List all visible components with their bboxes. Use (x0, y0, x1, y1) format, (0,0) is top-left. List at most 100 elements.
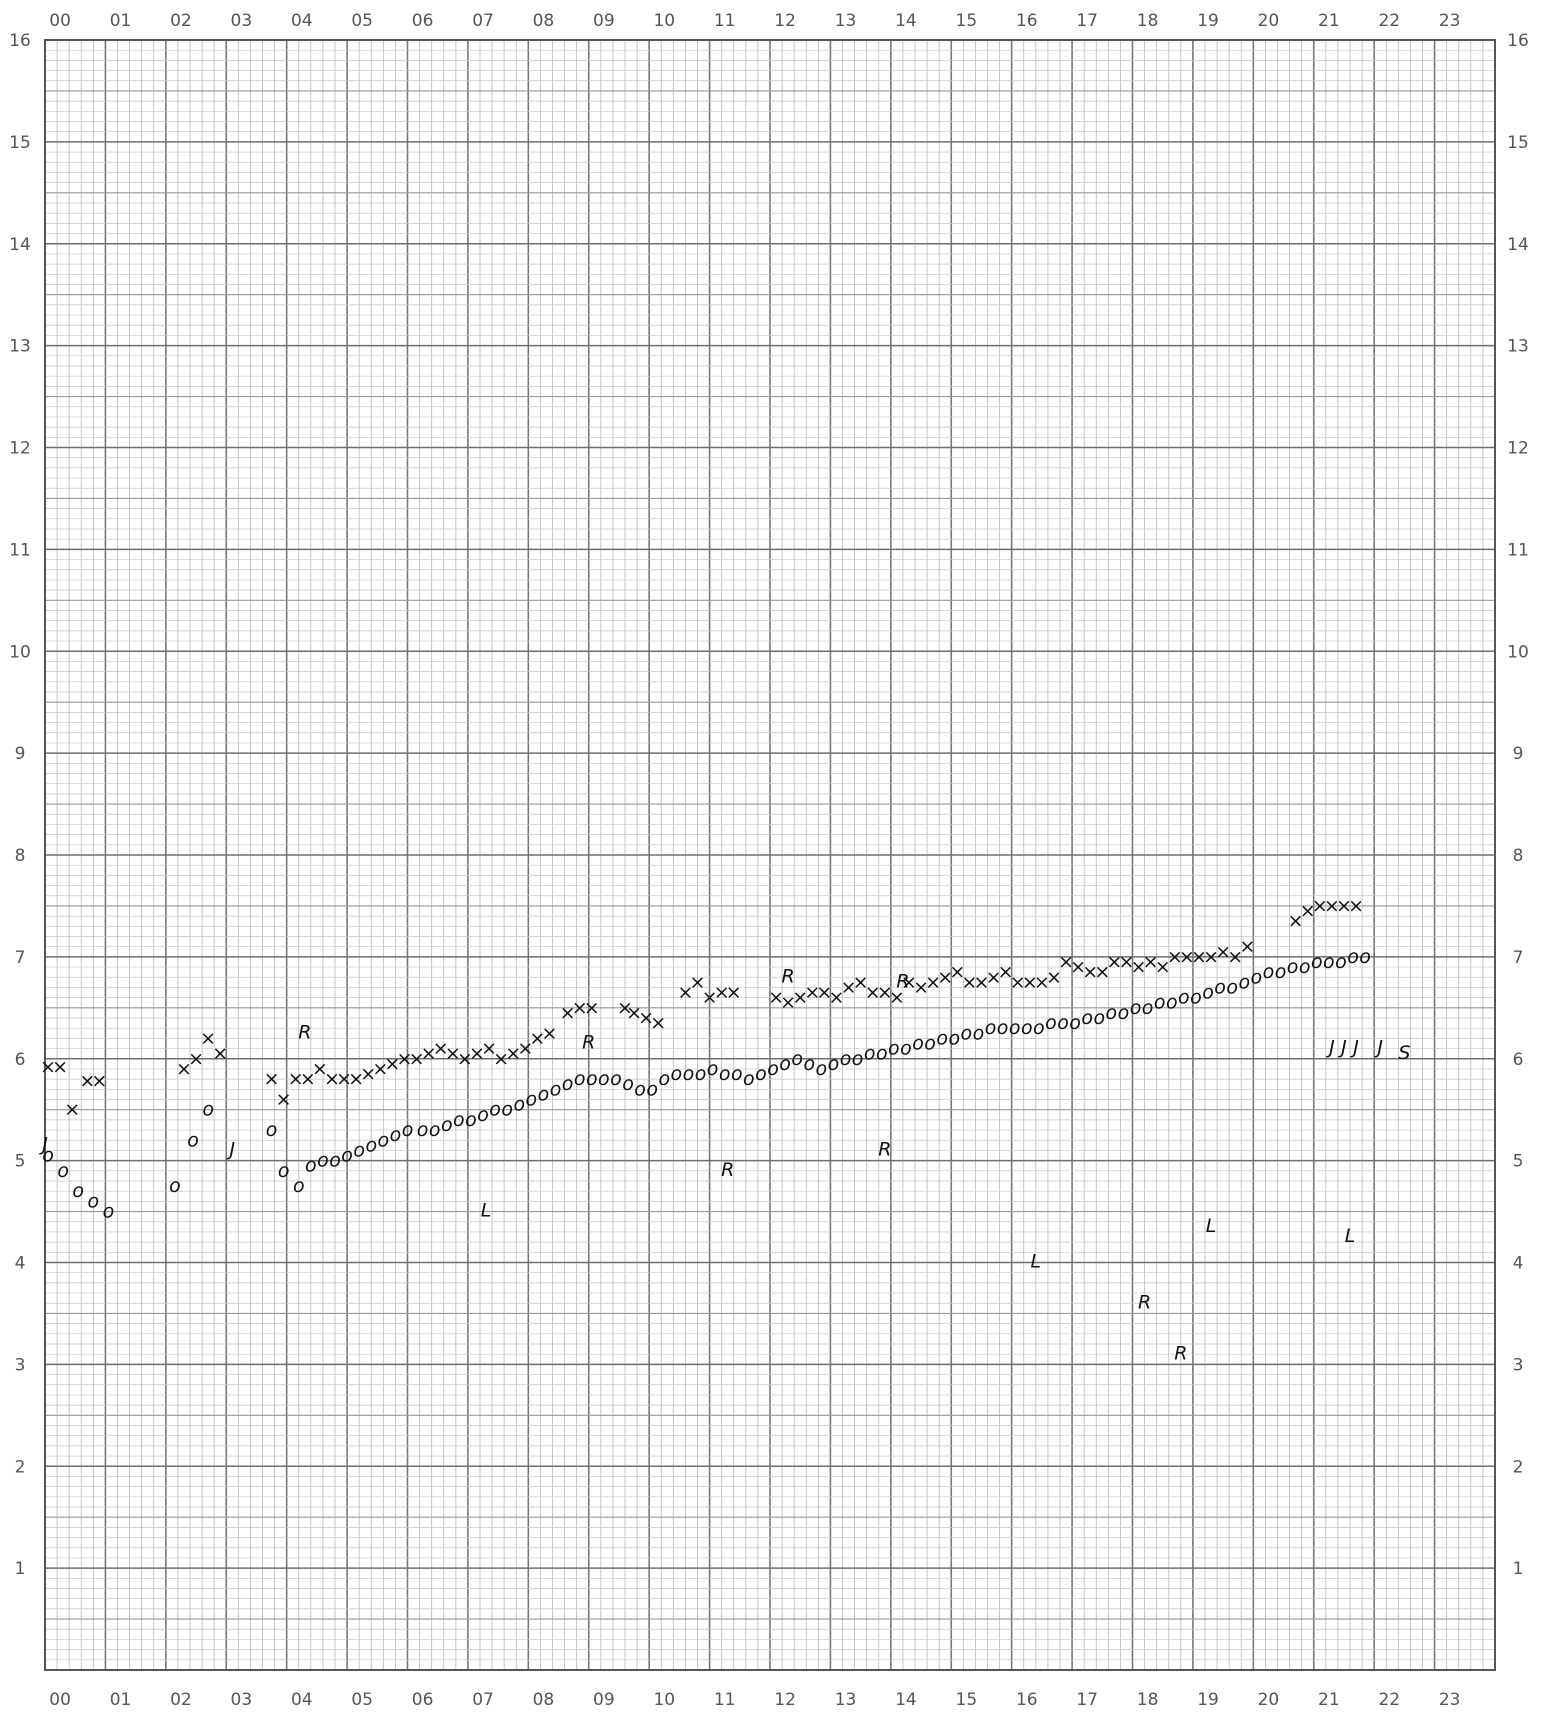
y-tick-label-left: 14 (9, 235, 31, 255)
data-point-x: × (1215, 941, 1231, 963)
data-point-o: o (465, 1109, 477, 1131)
data-point-x: × (726, 982, 742, 1004)
annotation-label: L (1206, 1215, 1217, 1237)
data-point-o: o (622, 1073, 634, 1095)
x-tick-label-top: 01 (110, 11, 132, 31)
data-point-o: o (1226, 976, 1238, 998)
data-point-o: o (1238, 971, 1250, 993)
y-tick-label-left: 15 (9, 133, 31, 153)
data-point-x: × (64, 1099, 80, 1121)
data-point-x: × (1058, 951, 1074, 973)
y-tick-label-right: 7 (1513, 948, 1524, 968)
y-tick-label-right: 9 (1513, 744, 1524, 764)
data-point-o: o (997, 1017, 1009, 1039)
data-point-o: o (671, 1063, 683, 1085)
data-point-x: × (348, 1068, 364, 1090)
x-tick-label-bottom: 12 (774, 1690, 796, 1710)
data-point-x: × (300, 1068, 316, 1090)
data-point-x: × (792, 987, 808, 1009)
data-point-o: o (1251, 966, 1263, 988)
data-point-x: × (288, 1068, 304, 1090)
y-tick-label-right: 6 (1513, 1050, 1524, 1070)
data-point-o: o (1009, 1017, 1021, 1039)
data-point-o: o (888, 1038, 900, 1060)
data-point-o: o (948, 1027, 960, 1049)
x-tick-label-bottom: 21 (1318, 1690, 1340, 1710)
data-point-o: o (924, 1032, 936, 1054)
data-point-x: × (804, 982, 820, 1004)
data-point-x: × (79, 1070, 95, 1092)
data-point-o: o (936, 1027, 948, 1049)
data-point-o: o (755, 1063, 767, 1085)
data-point-x: × (961, 971, 977, 993)
y-tick-label-right: 15 (1507, 133, 1529, 153)
annotation-label: J (1325, 1037, 1335, 1059)
y-tick-label-right: 5 (1513, 1152, 1524, 1172)
data-point-o: o (202, 1099, 214, 1121)
data-point-o: o (169, 1175, 181, 1197)
data-point-x: × (505, 1043, 521, 1065)
data-point-x: × (1191, 946, 1207, 968)
data-point-o: o (353, 1139, 365, 1161)
data-point-o: o (1142, 997, 1154, 1019)
annotation-label: J (225, 1139, 235, 1161)
annotation-label: J (38, 1133, 48, 1155)
data-point-o: o (743, 1068, 755, 1090)
data-point-o: o (973, 1022, 985, 1044)
annotation-label: R (1138, 1291, 1151, 1313)
data-point-x: × (1131, 956, 1147, 978)
data-point-o: o (187, 1129, 199, 1151)
data-point-o: o (586, 1068, 598, 1090)
y-tick-label-left: 16 (9, 31, 31, 51)
data-point-o: o (1359, 946, 1371, 968)
data-point-x: × (176, 1058, 192, 1080)
data-point-x: × (1203, 946, 1219, 968)
x-tick-label-bottom: 09 (593, 1690, 615, 1710)
data-point-x: × (1070, 956, 1086, 978)
data-point-x: × (40, 1056, 56, 1078)
data-point-x: × (925, 971, 941, 993)
data-point-o: o (1166, 992, 1178, 1014)
data-point-x: × (384, 1053, 400, 1075)
x-tick-label-top: 09 (593, 11, 615, 31)
data-point-x: × (780, 992, 796, 1014)
y-tick-label-left: 6 (15, 1050, 26, 1070)
data-point-o: o (1347, 946, 1359, 968)
x-tick-label-top: 14 (895, 11, 917, 31)
annotation-label: J (1337, 1037, 1347, 1059)
x-tick-label-top: 20 (1258, 11, 1280, 31)
y-tick-label-left: 8 (15, 846, 26, 866)
data-point-o: o (88, 1190, 100, 1212)
x-tick-label-top: 00 (49, 11, 71, 31)
data-point-o: o (1093, 1007, 1105, 1029)
data-point-o: o (417, 1119, 429, 1141)
x-tick-label-top: 11 (714, 11, 736, 31)
x-tick-label-bottom: 00 (49, 1690, 71, 1710)
data-point-o: o (900, 1038, 912, 1060)
x-tick-label-top: 15 (956, 11, 978, 31)
data-point-o: o (1202, 982, 1214, 1004)
annotation-label: R (582, 1032, 595, 1054)
data-point-x: × (877, 982, 893, 1004)
x-tick-label-bottom: 07 (472, 1690, 494, 1710)
y-tick-label-left: 13 (9, 337, 31, 357)
data-point-x: × (421, 1043, 437, 1065)
data-point-x: × (626, 1002, 642, 1024)
x-tick-label-top: 05 (351, 11, 373, 31)
data-point-o: o (912, 1032, 924, 1054)
data-point-x: × (409, 1048, 425, 1070)
x-tick-label-bottom: 05 (351, 1690, 373, 1710)
data-point-o: o (390, 1124, 402, 1146)
data-point-o: o (365, 1134, 377, 1156)
x-tick-label-top: 02 (170, 11, 192, 31)
y-tick-label-right: 3 (1513, 1355, 1524, 1375)
data-point-x: × (1288, 910, 1304, 932)
data-point-x: × (1227, 946, 1243, 968)
x-tick-label-bottom: 03 (231, 1690, 253, 1710)
x-tick-label-top: 03 (231, 11, 253, 31)
data-point-o: o (329, 1150, 341, 1172)
data-point-x: × (889, 987, 905, 1009)
data-point-x: × (617, 997, 633, 1019)
y-tick-label-left: 9 (15, 744, 26, 764)
